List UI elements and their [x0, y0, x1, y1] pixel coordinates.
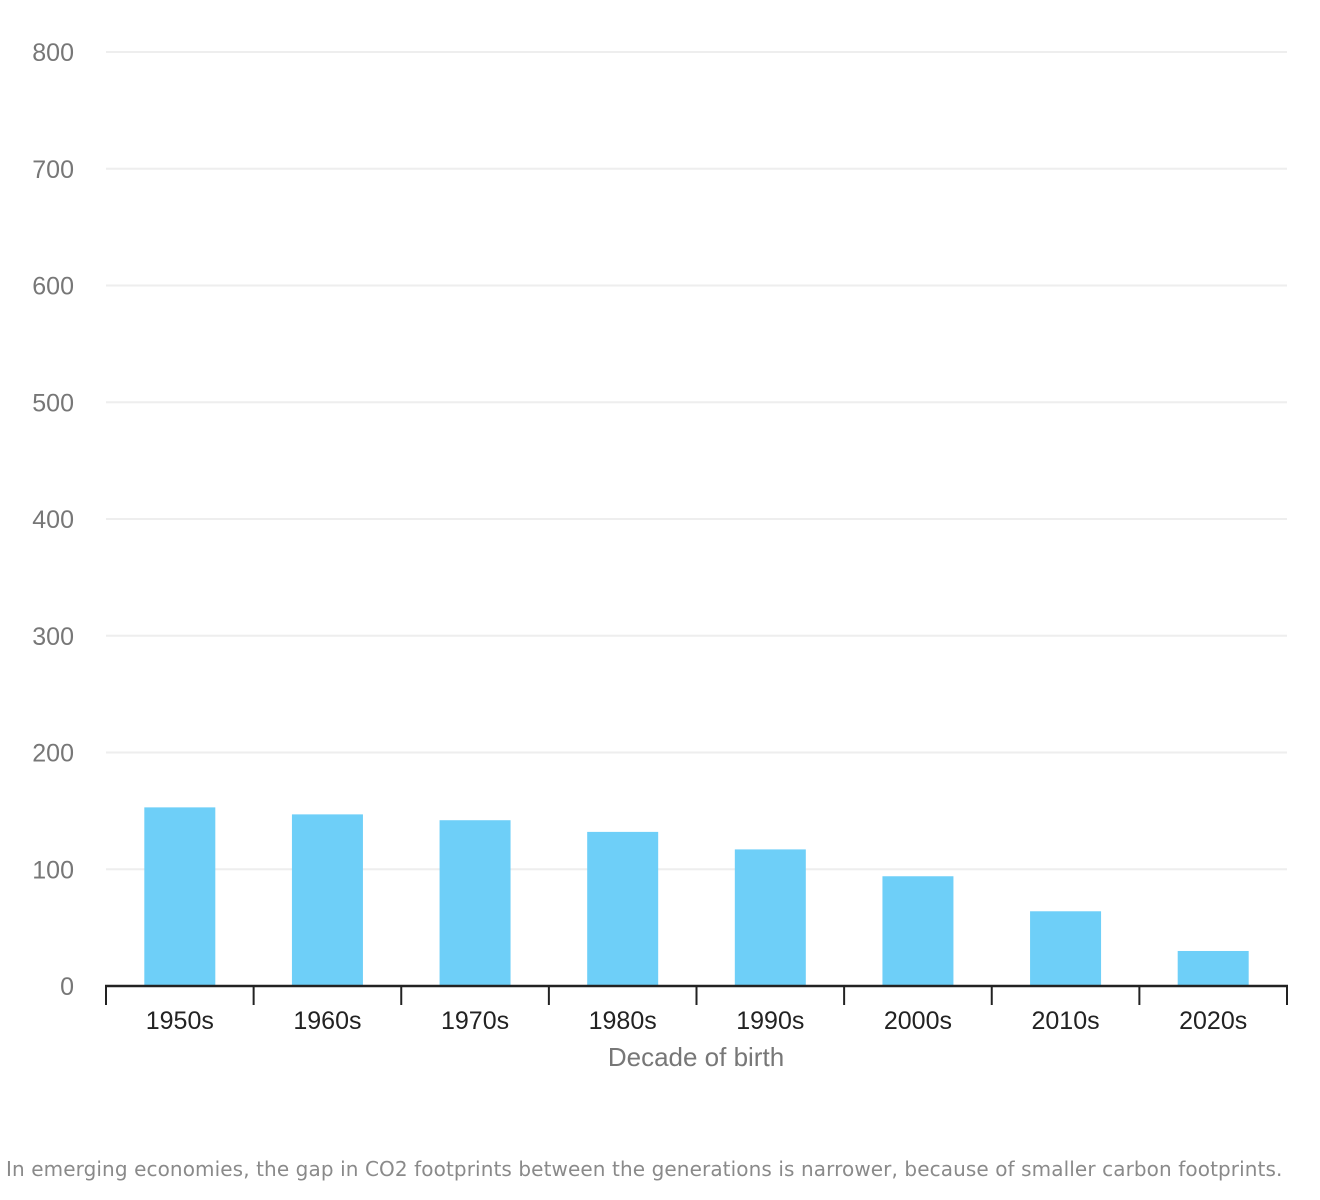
y-tick-label: 100 [32, 856, 74, 884]
x-tick-label: 1960s [293, 1007, 361, 1035]
x-tick-label: 1950s [146, 1007, 214, 1035]
bar [1177, 950, 1249, 986]
x-tick-label: 2000s [884, 1007, 952, 1035]
x-tick-label: 1990s [736, 1007, 804, 1035]
bar [439, 820, 511, 986]
y-tick-label: 400 [32, 506, 74, 534]
x-tick-label: 2010s [1032, 1007, 1100, 1035]
y-tick-label: 300 [32, 623, 74, 651]
y-tick-label: 700 [32, 156, 74, 184]
x-tick-label: 2020s [1179, 1007, 1247, 1035]
bar [144, 807, 216, 986]
bar [291, 814, 363, 986]
bar [734, 849, 806, 986]
x-tick-labels: 1950s 1960s 1970s 1980s 1990s 2000s 2010s 2020s [146, 1007, 1248, 1035]
gridlines [106, 51, 1287, 871]
bars [144, 807, 1249, 986]
y-tick-label: 800 [32, 39, 74, 67]
x-axis [105, 984, 1288, 1005]
x-tick-label: 1970s [441, 1007, 509, 1035]
y-tick-labels: 0 100 200 300 400 500 600 700 800 [32, 39, 74, 1001]
y-tick-label: 600 [32, 273, 74, 301]
y-tick-label: 500 [32, 389, 74, 417]
y-tick-label: 0 [60, 973, 74, 1001]
x-axis-title: Decade of birth [608, 1042, 784, 1072]
bar [587, 831, 659, 986]
y-tick-label: 200 [32, 740, 74, 768]
bar [1030, 911, 1102, 986]
chart-caption: In emerging economies, the gap in CO2 fo… [6, 1157, 1283, 1181]
x-tick-label: 1980s [589, 1007, 657, 1035]
bar [882, 876, 954, 986]
bar-chart: 0 100 200 300 400 500 600 700 800 1950s 1960s 1970… [32, 39, 1288, 1072]
